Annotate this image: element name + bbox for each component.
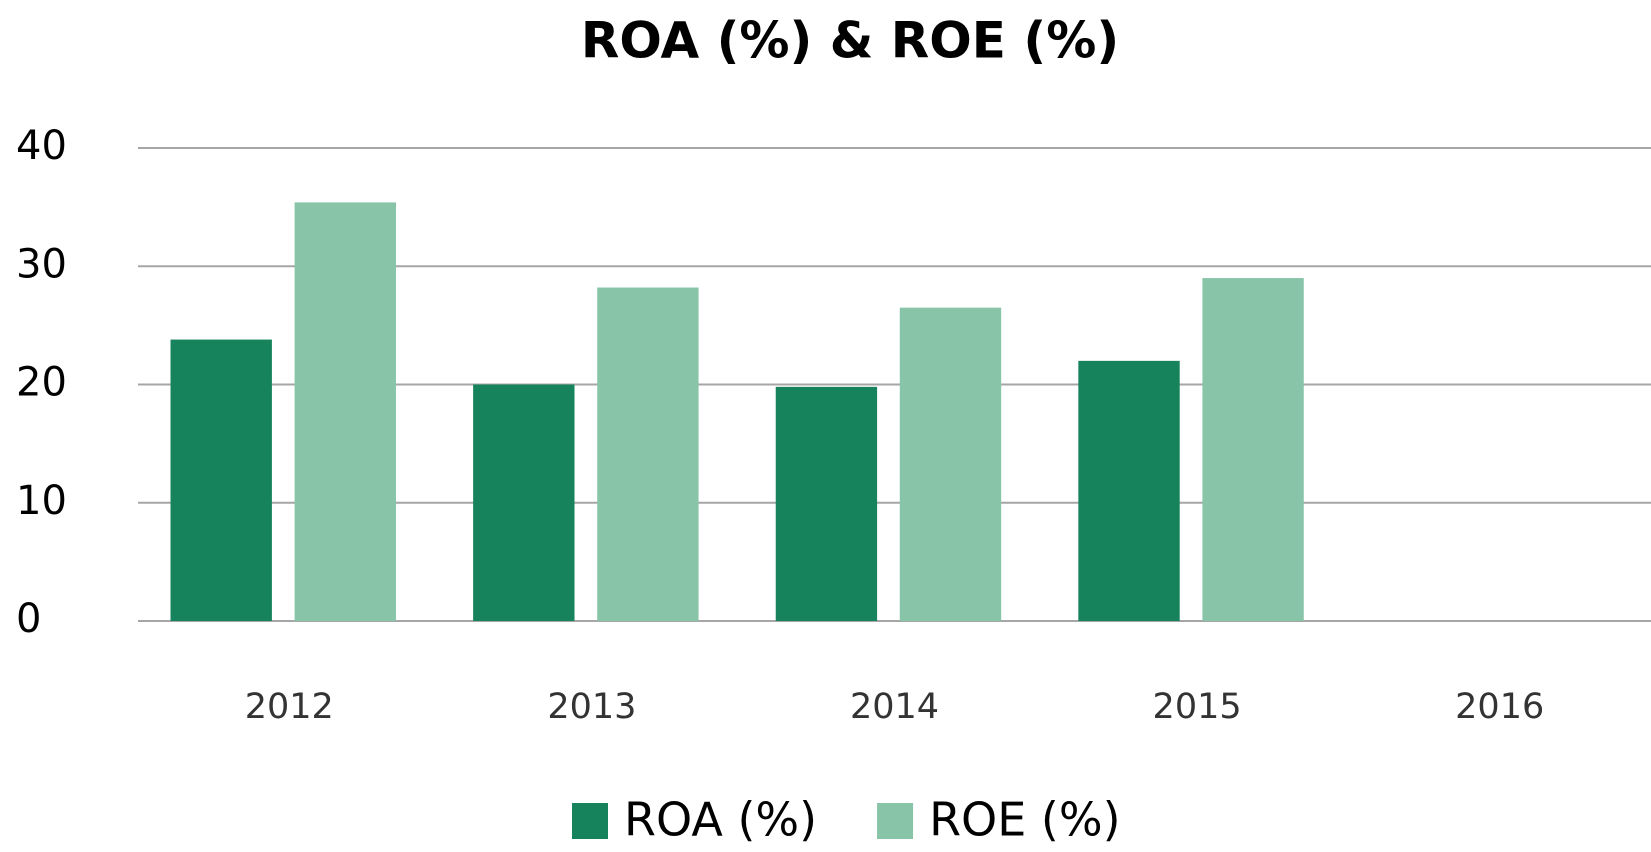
chart-title: ROA (%) & ROE (%): [581, 12, 1119, 70]
bar: [1202, 278, 1304, 621]
y-tick-label: 30: [16, 241, 67, 287]
legend-swatch: [572, 803, 608, 839]
bar: [597, 287, 699, 621]
x-tick-label: 2016: [1455, 687, 1544, 727]
bar: [473, 384, 575, 621]
x-tick-label: 2015: [1153, 687, 1242, 727]
y-tick-label: 0: [16, 596, 41, 642]
bar: [170, 339, 272, 621]
bar: [294, 202, 396, 621]
x-tick-label: 2012: [245, 687, 334, 727]
bar: [1078, 360, 1180, 621]
x-tick-label: 2013: [547, 687, 636, 727]
legend-swatch: [877, 803, 914, 839]
x-tick-label: 2014: [850, 687, 939, 727]
y-tick-label: 10: [16, 478, 67, 524]
y-tick-label: 20: [16, 360, 67, 406]
y-tick-label: 40: [16, 123, 67, 169]
legend-label: ROE (%): [929, 793, 1120, 847]
bar: [775, 386, 878, 621]
bar: [899, 307, 1002, 621]
legend-label: ROA (%): [624, 793, 817, 847]
